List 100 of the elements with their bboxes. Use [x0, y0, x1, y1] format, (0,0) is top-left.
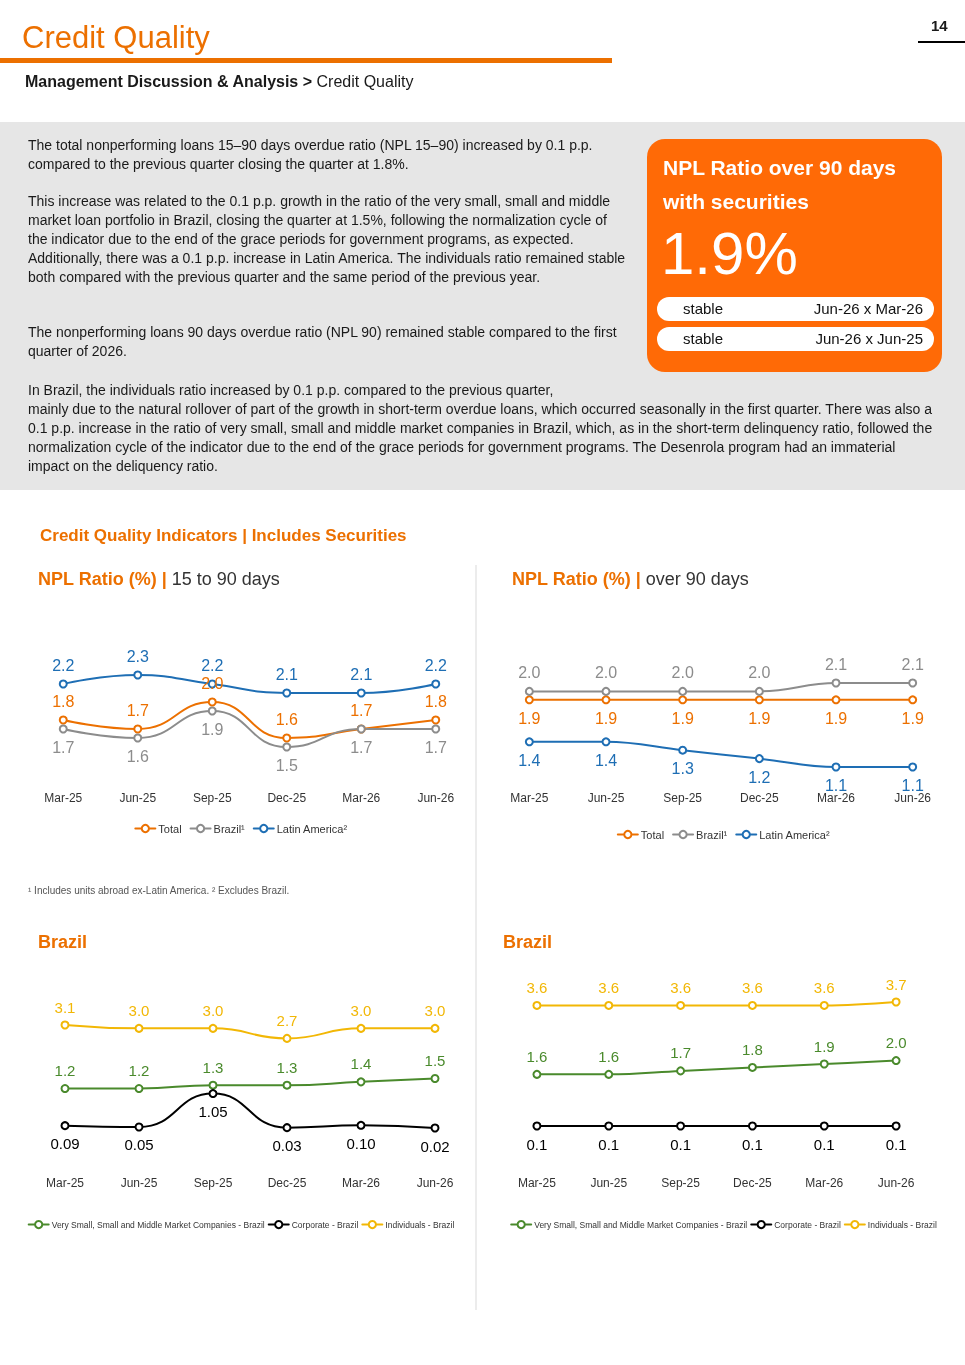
data-label: 1.3 — [276, 1058, 298, 1076]
data-label: 2.0 — [594, 664, 618, 682]
data-label: 1.9 — [594, 709, 618, 727]
legend-label: Total — [158, 822, 182, 835]
text: In Brazil, the individuals ratio increased by 0.1 p.p. compared to the previous quarter, mainly due to the natural rollover of part of the growth in short-term overdue loans, which occurred seasonally in the first quarter. There was also a 0.1 p.p. increase in the ratio of very small, small and middle market companies in Brazil, which, as in the short-term delinquency ratio, followed the normalization cycle of the indicator due to the end of the grace periods for government programs. The Desenrola program had an immaterial impact on the deliquency ratio. — [28, 381, 933, 476]
data-label: 0.05 — [124, 1136, 154, 1154]
data-label: 1.9 — [824, 709, 848, 727]
data-label: 0.1 — [741, 1135, 763, 1153]
data-label: 2.7 — [276, 1011, 298, 1029]
data-label: 1.8 — [52, 693, 75, 710]
text: 14 — [931, 17, 948, 35]
data-label: 3.7 — [885, 975, 907, 993]
data-label: 1.6 — [126, 748, 149, 765]
data-label: 1.6 — [526, 1047, 548, 1065]
x-tick-label: Dec-25 — [267, 1176, 307, 1190]
data-label: 3.0 — [424, 1001, 446, 1019]
x-tick-label: Sep-25 — [661, 1176, 701, 1190]
data-label: 1.9 — [201, 721, 224, 738]
text: ¹ Includes units abroad ex-Latin America. ² Excludes Brazil. — [28, 885, 290, 897]
data-label: 1.9 — [813, 1037, 835, 1055]
legend-label: Very Small, Small and Middle Market Companies - Brazil — [534, 1219, 748, 1230]
text: stable — [683, 300, 724, 318]
legend-label: Individuals - Brazil — [385, 1219, 455, 1230]
data-label: 1.2 — [54, 1062, 76, 1080]
data-label: 1.1 — [824, 777, 848, 794]
x-tick-label: Sep-25 — [192, 791, 232, 805]
chart-title: NPL Ratio (%) | 15 to 90 days — [38, 569, 280, 589]
data-label: 1.4 — [350, 1055, 372, 1073]
data-label: 1.7 — [424, 739, 447, 756]
text: 1.9% — [661, 220, 798, 287]
data-label: 3.6 — [598, 978, 620, 996]
text: This increase was related to the 0.1 p.p. growth in the ratio of the very small, small and middle market loan portfolio in Brazil, closing the quarter at 1.5%, following the normalization cycle of the indicator due to the end of the grace periods for government programs, as expected. Additionally, there was a 0.1 p.p. increase in Latin America. The individuals ratio remained stable both compared with the previous quarter and the same period of the previous year. — [28, 192, 627, 287]
chart-title: Brazil — [38, 932, 88, 952]
data-label: 3.1 — [54, 998, 76, 1016]
data-label: 1.7 — [52, 739, 75, 756]
data-label: 1.9 — [901, 709, 924, 727]
text: The nonperforming loans 90 days overdue ratio (NPL 90) remained stable compared to the first quarter of 2026. — [28, 323, 618, 361]
data-label: 2.0 — [671, 664, 694, 682]
data-label: 1.1 — [901, 777, 924, 794]
data-label: 3.6 — [526, 978, 548, 996]
data-label: 1.7 — [126, 702, 149, 719]
x-tick-label: Jun-26 — [894, 791, 932, 805]
data-label: 3.0 — [202, 1001, 224, 1019]
text: The total nonperforming loans 15–90 days overdue ratio (NPL 15–90) increased by 0.1 p.p. compared to the previous quarter closing the quarter at 1.8%. — [28, 136, 594, 174]
legend-label: Very Small, Small and Middle Market Companies - Brazil — [51, 1219, 265, 1230]
x-tick-label: Mar-26 — [342, 791, 381, 805]
data-label: 2.3 — [126, 648, 149, 665]
data-label: 2.2 — [52, 657, 75, 674]
data-label: 1.8 — [424, 693, 447, 710]
data-label: 3.6 — [813, 978, 835, 996]
data-label: 1.7 — [350, 739, 373, 756]
data-label: 1.2 — [748, 768, 771, 786]
x-tick-label: Mar-25 — [510, 791, 549, 805]
chart-title: NPL Ratio (%) | over 90 days — [512, 569, 749, 589]
legend-label: Corporate - Brazil — [291, 1219, 359, 1230]
x-tick-label: Mar-26 — [805, 1176, 844, 1190]
data-label: 1.7 — [670, 1044, 692, 1062]
text: Management Discussion & Analysis > Credit Quality — [25, 73, 414, 90]
legend-label: Corporate - Brazil — [774, 1219, 841, 1230]
data-label: 1.05 — [198, 1103, 228, 1121]
data-label: 2.2 — [201, 657, 224, 674]
x-tick-label: Dec-25 — [267, 791, 307, 805]
data-label: 2.0 — [885, 1034, 907, 1052]
x-tick-label: Dec-25 — [733, 1176, 773, 1190]
data-label: 2.1 — [824, 656, 848, 673]
legend-label: Total — [640, 828, 665, 841]
legend-label: Individuals - Brazil — [867, 1219, 937, 1230]
x-tick-label: Dec-25 — [739, 791, 779, 805]
x-tick-label: Jun-25 — [590, 1176, 628, 1190]
x-tick-label: Mar-26 — [816, 791, 856, 805]
x-tick-label: Jun-25 — [120, 1176, 158, 1190]
data-label: 1.9 — [748, 709, 771, 727]
legend-label: Latin America² — [276, 822, 348, 835]
data-label: 1.4 — [518, 751, 541, 769]
data-label: 1.6 — [598, 1047, 620, 1065]
data-label: 2.1 — [901, 656, 924, 673]
data-label: 0.1 — [885, 1135, 907, 1153]
text: Credit Quality — [22, 20, 210, 56]
chart-title: Brazil — [503, 932, 553, 952]
data-label: 1.3 — [671, 760, 694, 778]
data-label: 3.6 — [670, 978, 692, 996]
x-tick-label: Jun-25 — [587, 791, 625, 805]
data-label: 3.0 — [350, 1001, 372, 1019]
data-label: 0.09 — [50, 1135, 80, 1153]
x-tick-label: Jun-25 — [119, 791, 157, 805]
data-label: 1.9 — [671, 709, 694, 727]
data-label: 2.0 — [518, 664, 541, 682]
data-label: 1.5 — [424, 1052, 446, 1070]
data-label: 0.1 — [670, 1135, 692, 1153]
data-label: 2.0 — [748, 664, 771, 682]
data-label: 0.10 — [346, 1134, 376, 1152]
data-label: 1.4 — [594, 751, 618, 769]
text: Jun-26 x Jun-25 — [815, 330, 923, 348]
data-label: 2.1 — [350, 666, 373, 683]
x-tick-label: Jun-26 — [416, 1176, 454, 1190]
data-label: 0.03 — [272, 1137, 302, 1155]
data-label: 0.1 — [526, 1135, 548, 1153]
legend-label: Brazil¹ — [696, 828, 728, 841]
data-label: 2.2 — [424, 657, 447, 674]
data-label: 1.8 — [741, 1040, 763, 1058]
